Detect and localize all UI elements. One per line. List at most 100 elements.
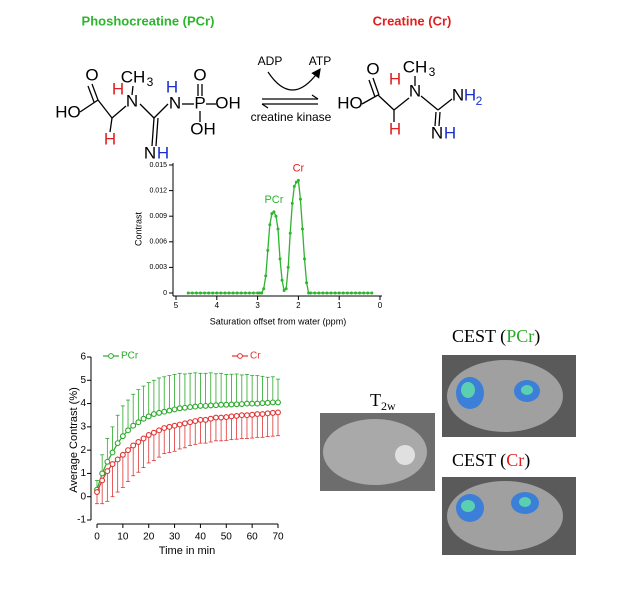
x-tick-label: 0 xyxy=(94,532,100,543)
y-tick-label: 3 xyxy=(80,421,86,432)
data-point xyxy=(212,402,219,409)
data-point xyxy=(94,489,100,496)
data-point xyxy=(260,291,264,295)
data-point xyxy=(264,410,271,417)
cr-title: Creatine (Cr) xyxy=(373,13,452,28)
y-tick-label: 0.006 xyxy=(149,239,167,246)
data-point xyxy=(231,291,235,295)
data-point xyxy=(166,423,173,430)
data-point xyxy=(249,411,256,418)
atom-label: HO xyxy=(55,102,81,121)
atom-label: OH xyxy=(215,93,241,112)
data-point xyxy=(140,435,147,442)
data-point xyxy=(198,291,202,295)
data-point xyxy=(268,223,272,227)
data-point xyxy=(354,291,358,295)
data-point xyxy=(197,402,204,409)
data-point xyxy=(166,407,173,414)
data-point xyxy=(171,422,178,429)
data-point xyxy=(278,257,282,261)
data-point xyxy=(294,180,298,184)
peak-label: PCr xyxy=(264,194,283,206)
data-point xyxy=(228,413,235,420)
atom-label: N xyxy=(452,85,464,104)
data-point xyxy=(286,265,290,269)
cr-bonds xyxy=(361,76,453,127)
data-point xyxy=(272,210,276,214)
data-point xyxy=(192,418,199,424)
data-point xyxy=(156,427,163,434)
data-point xyxy=(223,414,230,421)
data-point xyxy=(275,409,281,416)
x-tick-label: 5 xyxy=(174,301,179,310)
data-point xyxy=(276,227,280,231)
data-point xyxy=(313,291,317,295)
data-point xyxy=(114,456,121,463)
data-point xyxy=(140,415,147,422)
data-point xyxy=(270,212,274,216)
y-tick-label: 0.012 xyxy=(149,187,167,194)
x-tick-label: 30 xyxy=(169,532,181,543)
data-point xyxy=(181,420,188,427)
data-point xyxy=(249,400,256,407)
t2w-label: T2w xyxy=(370,390,396,413)
data-point xyxy=(135,439,142,445)
y-tick-label: 1 xyxy=(80,468,86,479)
legend-marker xyxy=(237,353,243,359)
data-point xyxy=(187,419,194,426)
x-tick-label: 40 xyxy=(195,532,207,543)
pcr-bonds xyxy=(79,83,216,147)
cest-pcr-label: CEST (PCr) xyxy=(452,326,540,347)
atom-label: N xyxy=(409,81,421,100)
atom-label: CH xyxy=(403,57,428,76)
data-point xyxy=(130,442,137,449)
data-point xyxy=(300,227,304,231)
cest-agent: Cr xyxy=(506,450,524,470)
data-point xyxy=(186,291,190,295)
data-point xyxy=(325,291,329,295)
atp-label: ATP xyxy=(309,54,331,68)
y-tick-label: 5 xyxy=(80,375,86,386)
data-point xyxy=(176,405,183,412)
data-point xyxy=(269,399,276,406)
data-point xyxy=(305,281,309,285)
data-point xyxy=(202,416,209,423)
data-point xyxy=(219,291,223,295)
data-point xyxy=(227,291,231,295)
data-point xyxy=(358,291,362,295)
mri-images xyxy=(320,355,576,555)
data-point xyxy=(207,291,211,295)
data-point xyxy=(349,291,353,295)
legend-label: Cr xyxy=(250,351,261,362)
atom-label: HO xyxy=(337,93,363,112)
data-point xyxy=(254,400,261,407)
data-point xyxy=(145,413,152,420)
data-point xyxy=(218,401,225,408)
data-point xyxy=(104,468,111,475)
data-point xyxy=(156,409,163,416)
data-point xyxy=(150,411,157,417)
data-point xyxy=(218,414,225,421)
data-point xyxy=(238,412,245,419)
data-point xyxy=(298,197,302,201)
y-tick-label: 0 xyxy=(80,491,86,502)
data-point xyxy=(207,415,214,422)
pcr-title: Phoshocreatine (PCr) xyxy=(82,13,215,28)
data-point xyxy=(269,409,276,416)
x-axis-label: Saturation offset from water (ppm) xyxy=(210,316,346,326)
atom-label: OH xyxy=(190,119,216,138)
atom-label: 3 xyxy=(147,75,154,89)
cest-prefix: CEST ( xyxy=(452,326,506,347)
cest-suffix: ) xyxy=(524,450,530,471)
data-point xyxy=(262,287,266,291)
y-tick-label: 0.003 xyxy=(149,264,167,271)
data-point xyxy=(275,399,281,406)
atom-label: N xyxy=(169,93,181,112)
data-point xyxy=(202,402,209,409)
data-point xyxy=(254,411,261,417)
data-point xyxy=(292,184,296,188)
data-point xyxy=(259,411,266,417)
data-point xyxy=(197,416,204,423)
data-point xyxy=(264,274,268,278)
